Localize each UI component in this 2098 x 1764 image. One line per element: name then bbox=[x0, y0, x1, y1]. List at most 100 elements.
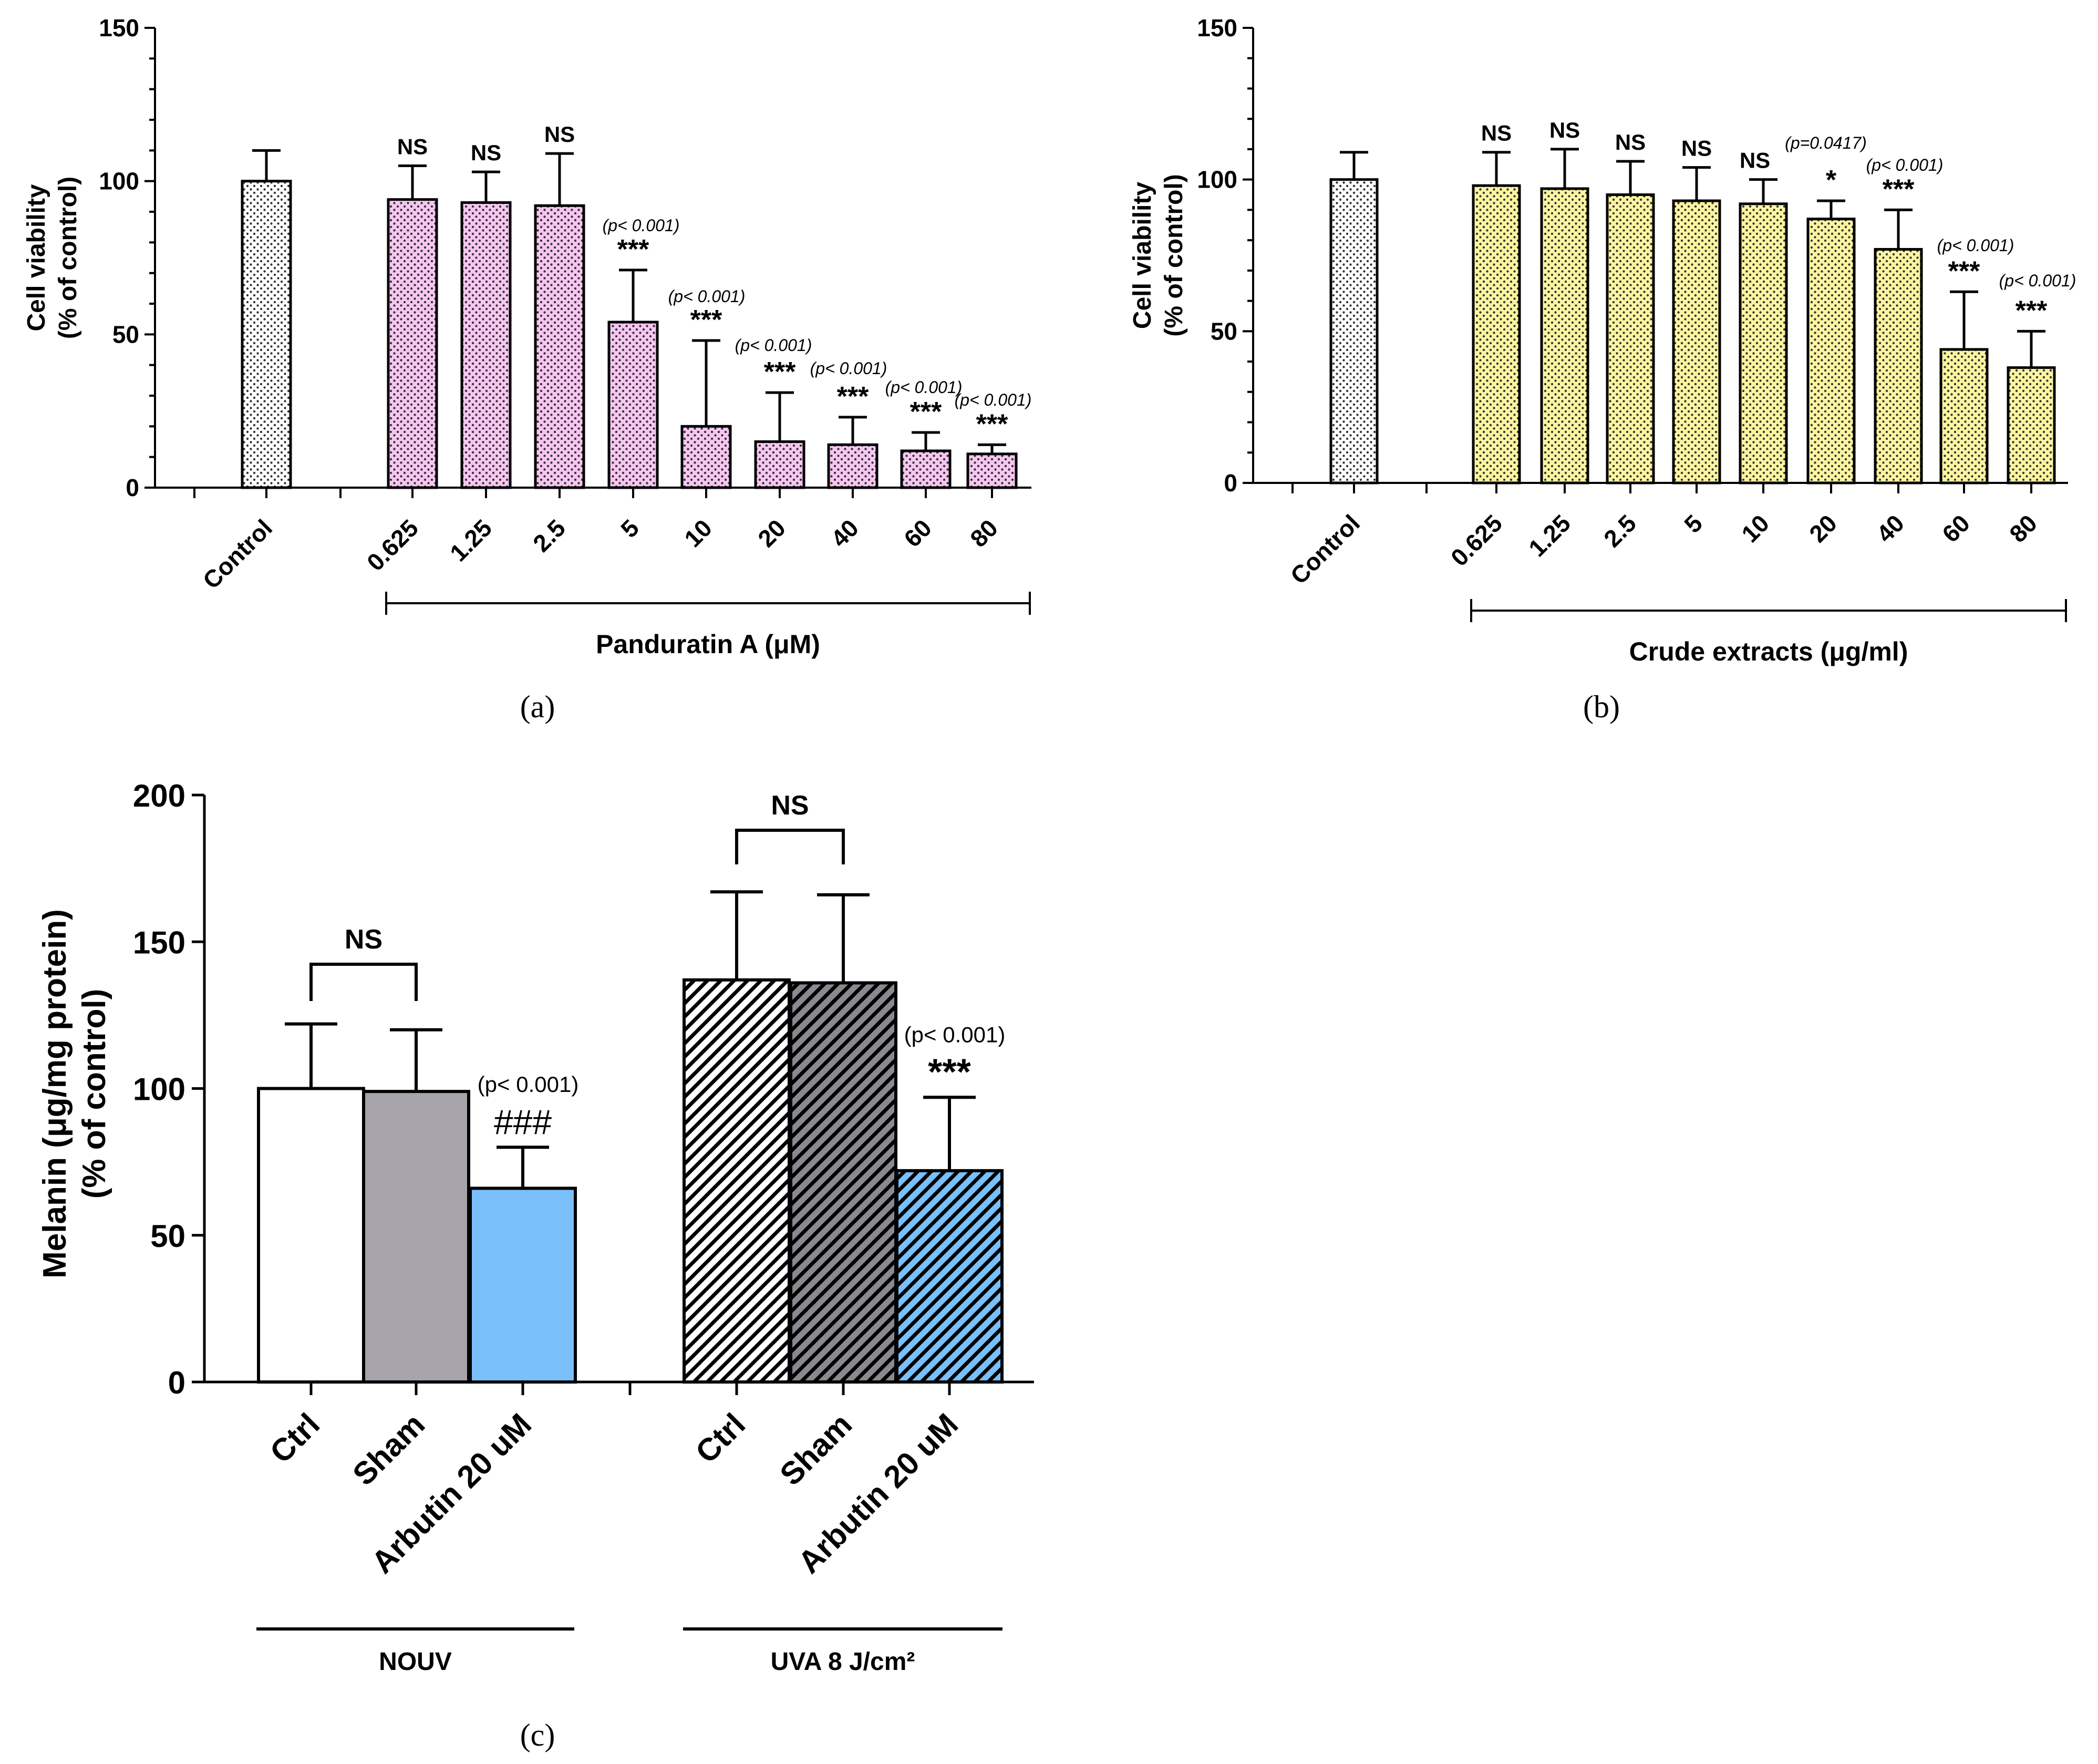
bar-control bbox=[241, 180, 292, 489]
bar-80 bbox=[966, 452, 1018, 489]
bar-10 bbox=[680, 425, 732, 489]
y-tick-label: 150 bbox=[99, 14, 139, 42]
x-tick-label: 40 bbox=[1871, 509, 1909, 548]
y-tick-label: 100 bbox=[1197, 166, 1237, 193]
p-value-label: (p< 0.001) bbox=[668, 287, 746, 306]
significance-label: *** bbox=[764, 357, 796, 387]
x-tick-label: 60 bbox=[1937, 509, 1975, 548]
bar-1.25 bbox=[460, 201, 512, 489]
y-tick-label: 50 bbox=[112, 321, 139, 348]
bar-20 bbox=[1806, 218, 1856, 484]
significance-label: NS bbox=[1549, 118, 1580, 142]
p-value-label: (p< 0.001) bbox=[885, 378, 963, 397]
x-tick-label: 1.25 bbox=[445, 514, 497, 566]
y-axis-label-line1: Cell viability bbox=[23, 184, 50, 331]
y-tick-label: 0 bbox=[168, 1365, 185, 1400]
x-tick-label: 60 bbox=[898, 514, 937, 552]
y-tick-label: 50 bbox=[1211, 317, 1237, 345]
bar-fill-Sham bbox=[364, 1091, 469, 1382]
bar-1.25 bbox=[1540, 187, 1589, 484]
x-tick-label: Control bbox=[1285, 509, 1365, 589]
significance-label: NS bbox=[1681, 136, 1712, 161]
significance-label: *** bbox=[1948, 256, 1980, 286]
significance-label: *** bbox=[910, 397, 942, 427]
significance-label: NS bbox=[397, 135, 428, 159]
y-tick-label: 100 bbox=[99, 168, 139, 195]
x-tick-label: 5 bbox=[1679, 509, 1708, 538]
y-axis-label-line2: (% of control) bbox=[1160, 174, 1188, 336]
significance-label: NS bbox=[1615, 130, 1646, 154]
bar-5 bbox=[1672, 199, 1721, 484]
x-tick-label: Ctrl bbox=[689, 1407, 752, 1470]
panel-label: (a) bbox=[520, 689, 555, 724]
x-tick-label: 40 bbox=[825, 514, 864, 552]
panel-label: (c) bbox=[520, 1718, 555, 1752]
significance-label: *** bbox=[2016, 295, 2048, 326]
bar-40 bbox=[827, 443, 879, 489]
x-tick-label: Sham bbox=[773, 1407, 859, 1492]
y-axis-label-line1: Melanin (μg/mg protein) bbox=[37, 909, 73, 1278]
y-tick-label: 100 bbox=[133, 1072, 185, 1107]
bar-40 bbox=[1874, 247, 1923, 484]
x-tick-label: 2.5 bbox=[1598, 509, 1641, 552]
significance-label: NS bbox=[544, 122, 575, 147]
bar-10 bbox=[1739, 202, 1788, 484]
x-tick-label: Ctrl bbox=[263, 1407, 326, 1470]
panel-b-chart: 0 50 100 150 Cell viability (% of control) Con… bbox=[1129, 14, 2076, 724]
significance-label: ### bbox=[494, 1102, 552, 1141]
bar-0.625 bbox=[1472, 184, 1521, 484]
group-label: Crude extracts (μg/ml) bbox=[1629, 637, 1908, 666]
group-label: UVA 8 J/cm² bbox=[771, 1648, 915, 1676]
p-value-label: (p< 0.001) bbox=[904, 1022, 1006, 1047]
x-tick-label: 20 bbox=[752, 514, 791, 552]
significance-label: *** bbox=[928, 1051, 971, 1092]
panel-a-chart: 0 50 100 150 Cell viability (% of control) Con… bbox=[23, 14, 1031, 724]
group-label: NOUV bbox=[379, 1648, 452, 1676]
y-tick-label: 50 bbox=[150, 1219, 185, 1254]
bar-2.5 bbox=[1606, 193, 1655, 484]
group-label: Panduratin A (μM) bbox=[596, 630, 820, 659]
bar-0.625 bbox=[387, 198, 438, 489]
x-tick-label: 10 bbox=[1736, 509, 1774, 548]
bracket-significance-label: NS bbox=[345, 924, 383, 955]
y-tick-label: 200 bbox=[133, 778, 185, 813]
y-tick-label: 150 bbox=[1197, 14, 1237, 42]
y-tick-label: 150 bbox=[133, 925, 185, 960]
p-value-label: (p< 0.001) bbox=[1999, 271, 2076, 290]
p-value-label: (p< 0.001) bbox=[1866, 156, 1944, 174]
significance-label: *** bbox=[976, 409, 1008, 439]
p-value-label: (p< 0.001) bbox=[810, 359, 887, 378]
x-tick-label: 80 bbox=[2004, 509, 2042, 548]
significance-label: *** bbox=[837, 381, 869, 412]
x-tick-label: 0.625 bbox=[361, 514, 423, 576]
significance-label: *** bbox=[617, 234, 649, 265]
p-value-label: (p< 0.001) bbox=[478, 1072, 579, 1097]
bar-fill-Ctrl bbox=[259, 1088, 364, 1382]
panel-label: (b) bbox=[1583, 689, 1620, 724]
y-tick-label: 0 bbox=[1224, 469, 1237, 497]
significance-label: * bbox=[1826, 165, 1837, 195]
x-tick-label: 20 bbox=[1804, 509, 1842, 548]
y-tick-label: 0 bbox=[126, 474, 139, 501]
p-value-label: (p< 0.001) bbox=[1937, 236, 2014, 255]
bar-hatch-Ctrl bbox=[684, 979, 789, 1382]
p-value-label: (p=0.0417) bbox=[1785, 133, 1867, 152]
bar-20 bbox=[754, 440, 805, 489]
bar-80 bbox=[2007, 366, 2056, 484]
significance-label: NS bbox=[471, 140, 501, 165]
x-tick-label: 1.25 bbox=[1523, 509, 1576, 562]
bracket-significance-label: NS bbox=[771, 790, 809, 821]
x-tick-label: 5 bbox=[615, 514, 644, 543]
y-axis-label-line2: (% of control) bbox=[76, 989, 112, 1199]
bar-fill-Arbutin 20 uM bbox=[470, 1188, 575, 1382]
bar-2.5 bbox=[534, 204, 585, 489]
significance-label: *** bbox=[1883, 174, 1915, 204]
p-value-label: (p< 0.001) bbox=[603, 216, 680, 235]
x-tick-label: 0.625 bbox=[1445, 509, 1507, 571]
x-tick-label: Control bbox=[198, 514, 277, 594]
bar-60 bbox=[1939, 348, 1989, 484]
y-axis-label-line2: (% of control) bbox=[54, 177, 82, 339]
y-axis-label-line1: Cell viability bbox=[1129, 182, 1156, 329]
significance-label: NS bbox=[1481, 121, 1512, 146]
